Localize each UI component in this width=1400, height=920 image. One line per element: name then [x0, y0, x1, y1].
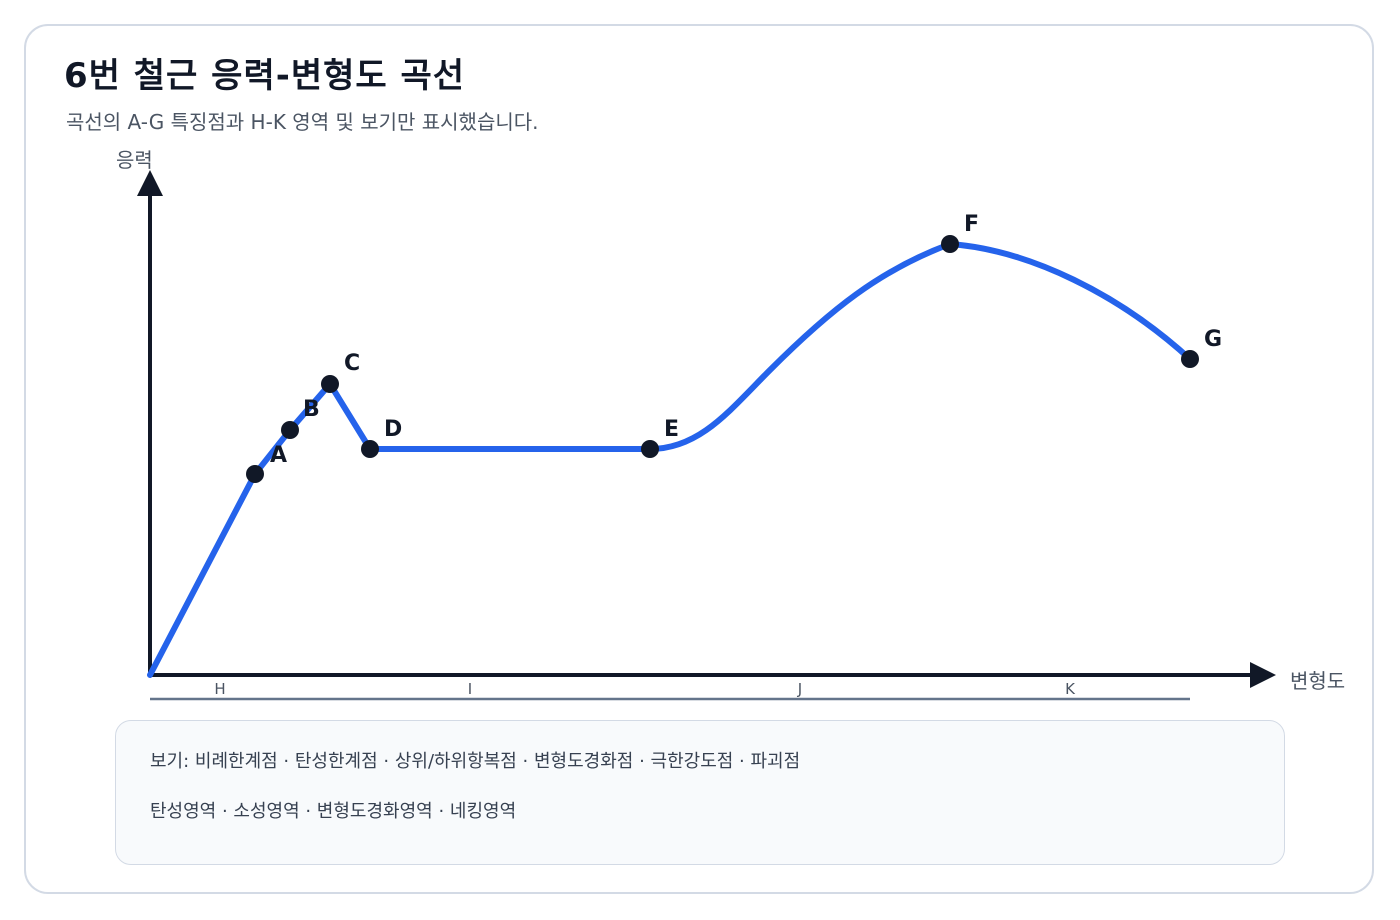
x-axis-arrow [1250, 662, 1276, 688]
point-label-b: B [303, 397, 320, 422]
point-label-d: D [384, 417, 402, 442]
legend-line-points: 보기: 비례한계점 · 탄성한계점 · 상위/하위항복점 · 변형도경화점 · … [150, 751, 801, 772]
region-label-i: I [468, 680, 472, 698]
stress-strain-curve [147, 241, 1193, 678]
point-label-a: A [270, 443, 287, 468]
region-label-j: J [797, 680, 802, 698]
point-e [641, 440, 659, 458]
point-label-e: E [664, 417, 679, 442]
point-label-c: C [344, 351, 360, 376]
x-axis-label: 변형도 [1290, 669, 1345, 693]
legend-line-regions: 탄성영역 · 소성영역 · 변형도경화영역 · 네킹영역 [150, 801, 517, 822]
legend-box: 보기: 비례한계점 · 탄성한계점 · 상위/하위항복점 · 변형도경화점 · … [115, 720, 1285, 865]
page-title: 6번 철근 응력-변형도 곡선 [64, 56, 466, 96]
point-b [281, 421, 299, 439]
point-g [1181, 350, 1199, 368]
point-d [361, 440, 379, 458]
y-axis-arrow [137, 170, 163, 196]
y-axis-label: 응력 [116, 148, 153, 172]
point-label-f: F [964, 212, 979, 237]
region-label-k: K [1065, 680, 1076, 698]
point-label-g: G [1204, 327, 1222, 352]
point-a [246, 465, 264, 483]
page-subtitle: 곡선의 A-G 특징점과 H-K 영역 및 보기만 표시했습니다. [66, 110, 539, 134]
point-f [941, 235, 959, 253]
region-label-h: H [214, 680, 225, 698]
point-c [321, 375, 339, 393]
